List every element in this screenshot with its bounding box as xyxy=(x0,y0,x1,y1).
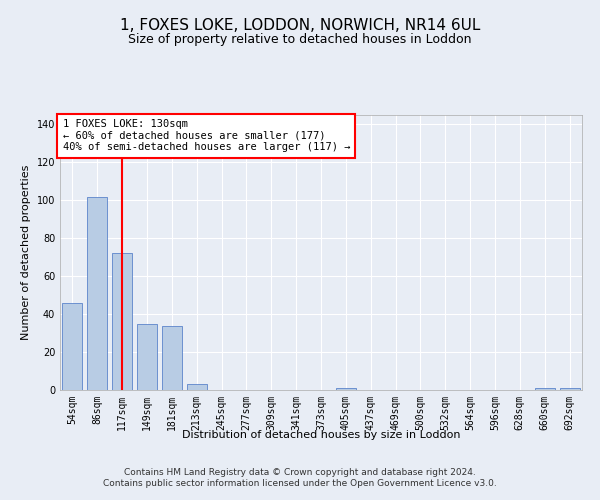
Text: 1 FOXES LOKE: 130sqm
← 60% of detached houses are smaller (177)
40% of semi-deta: 1 FOXES LOKE: 130sqm ← 60% of detached h… xyxy=(62,119,350,152)
Y-axis label: Number of detached properties: Number of detached properties xyxy=(21,165,31,340)
Bar xyxy=(62,303,82,390)
Bar xyxy=(336,388,356,390)
Text: 1, FOXES LOKE, LODDON, NORWICH, NR14 6UL: 1, FOXES LOKE, LODDON, NORWICH, NR14 6UL xyxy=(120,18,480,32)
Bar xyxy=(112,254,132,390)
Text: Distribution of detached houses by size in Loddon: Distribution of detached houses by size … xyxy=(182,430,460,440)
Bar xyxy=(560,388,580,390)
Bar xyxy=(88,196,107,390)
Bar xyxy=(162,326,182,390)
Text: Size of property relative to detached houses in Loddon: Size of property relative to detached ho… xyxy=(128,32,472,46)
Bar xyxy=(535,388,554,390)
Bar xyxy=(137,324,157,390)
Text: Contains HM Land Registry data © Crown copyright and database right 2024.
Contai: Contains HM Land Registry data © Crown c… xyxy=(103,468,497,487)
Bar xyxy=(187,384,206,390)
